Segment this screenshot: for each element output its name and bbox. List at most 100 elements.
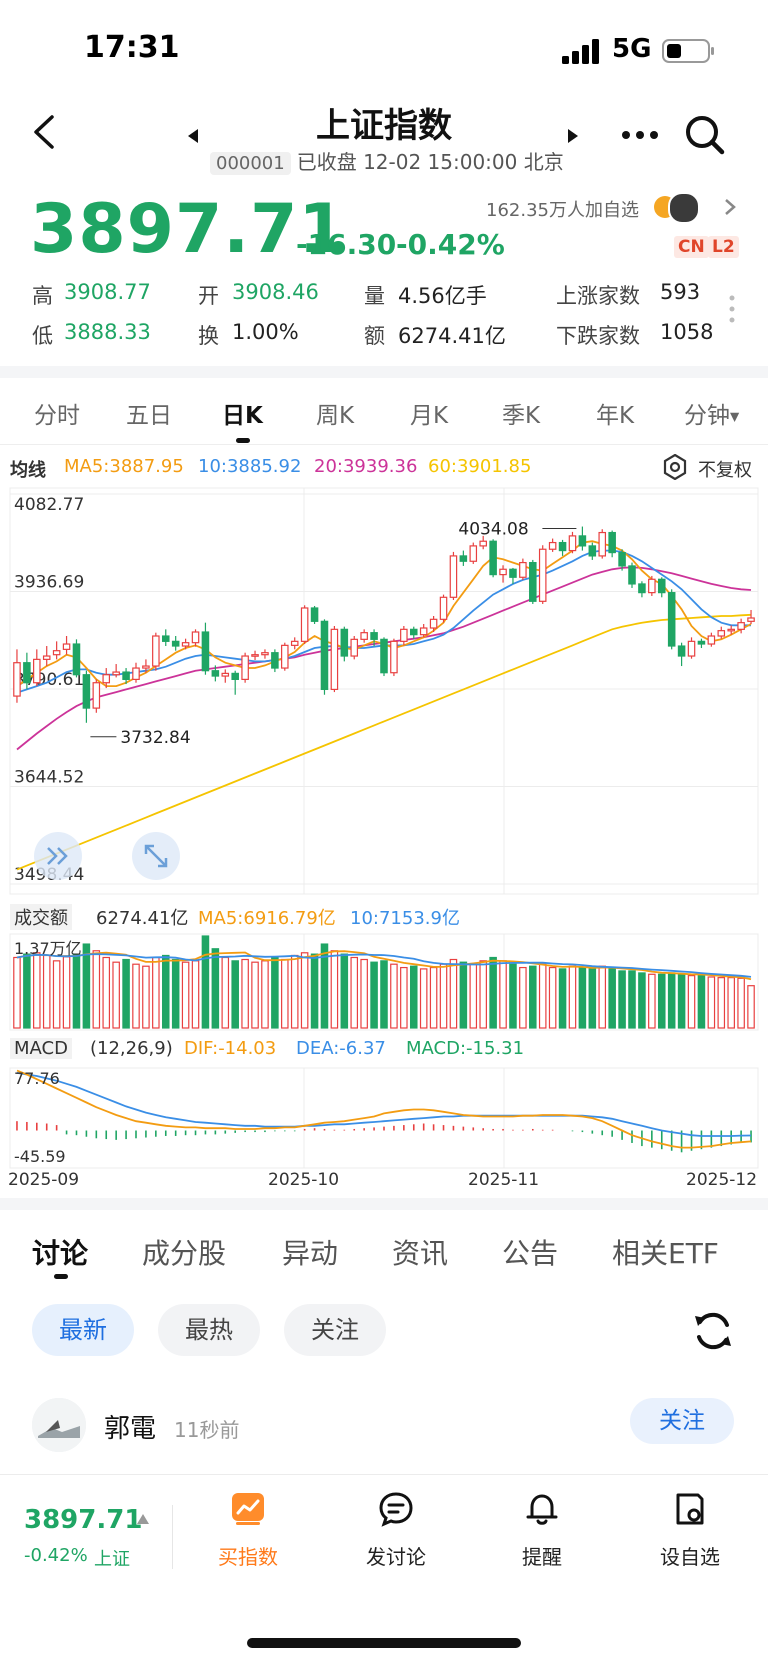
filter-latest[interactable]: 最新	[32, 1304, 134, 1356]
candle	[271, 649, 279, 673]
badge-cn: CN	[674, 236, 709, 258]
volume-bar	[727, 977, 735, 1029]
chart-frame	[9, 1067, 759, 1169]
macd-legend-title: MACD	[10, 1038, 72, 1059]
refresh-icon[interactable]	[692, 1310, 734, 1352]
candle-body	[33, 658, 41, 684]
candle-body	[548, 541, 557, 550]
candle-body	[588, 545, 597, 557]
search-icon[interactable]	[684, 114, 726, 156]
followers-count[interactable]: 162.35万人加自选	[486, 200, 639, 221]
volume-bar	[409, 965, 418, 1029]
volume-bar	[261, 960, 269, 1029]
stat-turnover-value: 1.00%	[232, 320, 299, 344]
candle-body	[380, 638, 388, 674]
footer-divider	[172, 1505, 173, 1569]
volume-bar	[122, 958, 130, 1029]
back-icon[interactable]	[30, 114, 60, 150]
settings-icon[interactable]	[662, 454, 688, 480]
candle	[578, 526, 587, 551]
candle-body	[370, 632, 378, 640]
candle	[340, 626, 349, 662]
volume-bar	[419, 968, 428, 1029]
volume-bar	[747, 985, 755, 1029]
volume-bar	[479, 960, 487, 1029]
prev-stock-icon[interactable]	[186, 128, 200, 144]
post-author[interactable]: 郭電	[104, 1414, 157, 1444]
candlestick-chart[interactable]: 4082.773936.693790.613644.523498.444034.…	[0, 486, 768, 898]
drag-handle-icon[interactable]	[728, 294, 736, 324]
filter-following[interactable]: 关注	[284, 1304, 386, 1356]
post-discussion-button[interactable]: 发讨论	[348, 1491, 444, 1581]
candle-body	[687, 640, 696, 657]
volume-bar	[112, 961, 120, 1029]
filter-hot[interactable]: 最热	[158, 1304, 260, 1356]
tab-minute[interactable]: 分时	[34, 403, 80, 429]
tab-daily-k[interactable]: 日K	[222, 403, 263, 429]
candle	[558, 539, 567, 556]
add-watchlist-button[interactable]: 设自选	[642, 1491, 738, 1581]
volume-bar	[558, 968, 567, 1029]
volume-bar	[211, 948, 220, 1029]
tab-weekly-k[interactable]: 周K	[316, 403, 355, 429]
signal-icon	[562, 39, 599, 64]
price-change: -16.30	[296, 228, 397, 261]
candle-body	[747, 617, 755, 622]
volume-bar	[578, 966, 587, 1029]
chat-icon	[379, 1492, 413, 1527]
x-tick-label: 2025-12	[686, 1170, 758, 1190]
macd-dea: DEA:-6.37	[296, 1038, 386, 1059]
volume-bar	[568, 965, 577, 1029]
tab-quarterly-k[interactable]: 季K	[502, 403, 541, 429]
candle-body	[350, 638, 359, 657]
candle	[608, 530, 616, 558]
volume-bar	[52, 960, 61, 1029]
candle-body	[271, 652, 279, 669]
candle	[33, 649, 41, 687]
avatar[interactable]	[32, 1398, 86, 1452]
candle-body	[727, 628, 735, 632]
tab-constituents[interactable]: 成分股	[142, 1237, 227, 1270]
tab-yearly-k[interactable]: 年K	[596, 403, 635, 429]
tab-announcements[interactable]: 公告	[502, 1237, 559, 1270]
volume-bar	[152, 956, 160, 1029]
next-stock-icon[interactable]	[566, 128, 580, 144]
volume-bar	[221, 956, 230, 1029]
candle	[529, 559, 537, 604]
tab-movers[interactable]: 异动	[282, 1237, 339, 1270]
volume-bar	[737, 977, 745, 1029]
tab-discussion[interactable]: 讨论	[32, 1237, 89, 1270]
home-indicator[interactable]	[247, 1638, 521, 1648]
alert-button[interactable]: 提醒	[494, 1491, 590, 1581]
tab-monthly-k[interactable]: 月K	[410, 403, 449, 429]
more-icon[interactable]	[620, 128, 660, 142]
candle-body	[92, 682, 101, 709]
candle-body	[281, 644, 289, 669]
volume-bar	[62, 956, 71, 1029]
tab-minute-k[interactable]: 分钟▼	[684, 396, 739, 430]
tab-related-etf[interactable]: 相关ETF	[612, 1237, 719, 1270]
follower-avatars[interactable]	[654, 190, 712, 224]
candle	[191, 629, 200, 647]
follow-button[interactable]: 关注	[630, 1398, 734, 1444]
chevron-right-icon[interactable]	[724, 198, 736, 216]
candle	[152, 632, 160, 671]
candle-body	[310, 607, 319, 622]
tab-news[interactable]: 资讯	[392, 1237, 449, 1270]
adjust-toggle[interactable]: 不复权	[698, 460, 752, 481]
candle	[568, 531, 577, 554]
candle-body	[62, 643, 71, 650]
candle	[638, 581, 646, 598]
avatar	[668, 192, 700, 224]
macd-chart[interactable]: 77.76 -45.59	[0, 1066, 768, 1170]
quote-status: 000001 已收盘 12-02 15:00:00 北京	[210, 146, 564, 175]
candle-body	[122, 671, 130, 680]
buy-index-button[interactable]: 买指数	[200, 1491, 296, 1581]
candle-body	[439, 596, 448, 620]
volume-bar	[628, 970, 636, 1029]
volume-chart[interactable]: 1.37万亿	[0, 932, 768, 1032]
candle-body	[181, 642, 190, 647]
volume-value: 6274.41亿	[96, 908, 189, 929]
stat-high-value: 3908.77	[64, 280, 151, 304]
tab-five-day[interactable]: 五日	[126, 403, 172, 429]
